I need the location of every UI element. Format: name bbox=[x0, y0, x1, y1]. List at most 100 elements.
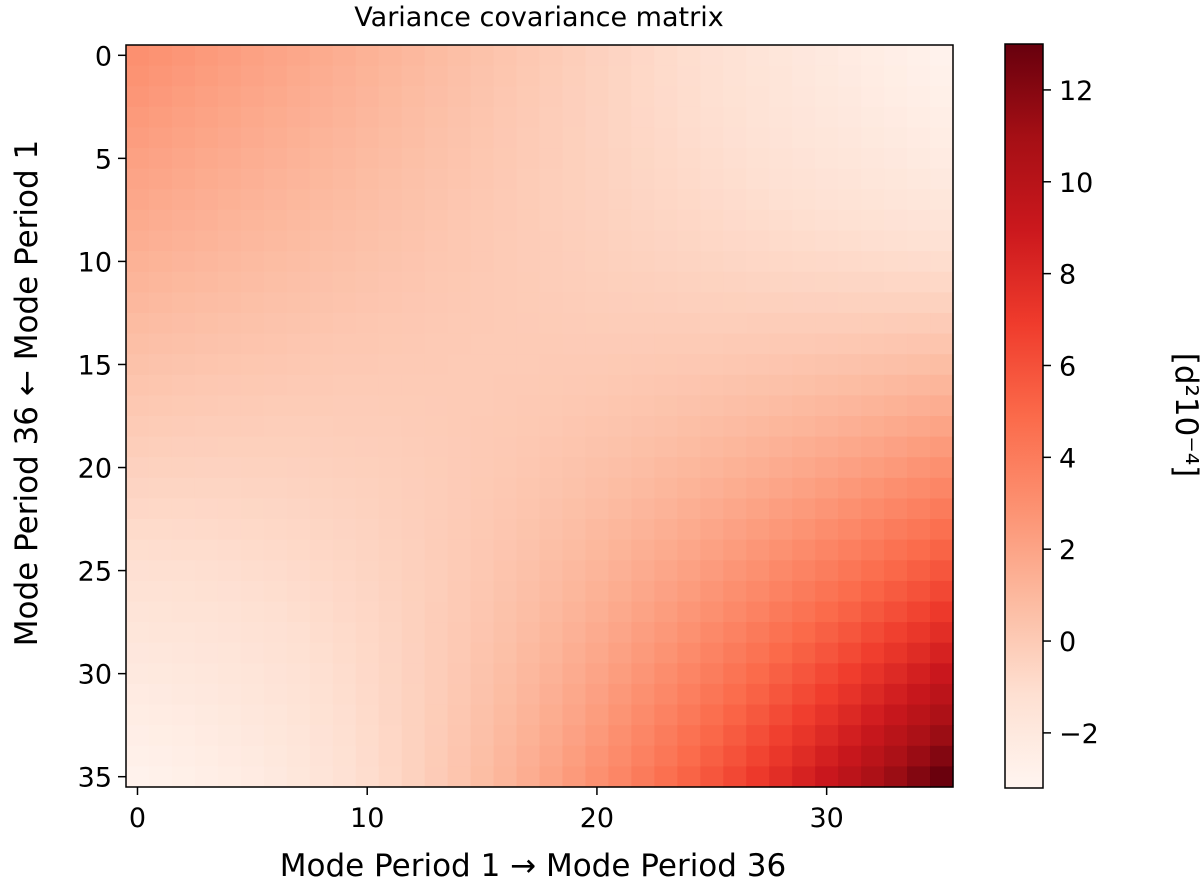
heatmap-cell bbox=[194, 333, 219, 355]
heatmap-cell bbox=[516, 312, 541, 335]
heatmap-cell bbox=[608, 416, 632, 438]
heatmap-cell bbox=[769, 663, 793, 685]
heatmap-cell bbox=[401, 148, 426, 170]
heatmap-cell bbox=[263, 683, 288, 706]
heatmap-cell bbox=[838, 642, 862, 664]
heatmap-cell bbox=[217, 271, 242, 293]
heatmap-cell bbox=[309, 725, 334, 747]
heatmap-cell bbox=[401, 436, 426, 458]
heatmap-cell bbox=[838, 457, 862, 479]
heatmap-cell bbox=[378, 374, 403, 396]
heatmap-cell bbox=[700, 601, 724, 623]
heatmap-cell bbox=[194, 539, 219, 561]
heatmap-cell bbox=[355, 127, 380, 149]
heatmap-cell bbox=[378, 189, 403, 211]
heatmap-cell bbox=[769, 477, 793, 500]
heatmap-cell bbox=[654, 663, 678, 685]
heatmap-cell bbox=[424, 539, 449, 561]
heatmap-cell bbox=[677, 148, 701, 170]
y-tick-label: 0 bbox=[95, 41, 112, 72]
heatmap-cell bbox=[378, 498, 403, 520]
heatmap-cell bbox=[424, 333, 449, 355]
heatmap-cell bbox=[677, 292, 701, 314]
heatmap-cell bbox=[286, 106, 311, 129]
heatmap-cell bbox=[838, 560, 862, 582]
heatmap-cell bbox=[654, 65, 678, 87]
heatmap-cell bbox=[217, 498, 242, 520]
heatmap-cell bbox=[861, 333, 885, 355]
heatmap-cell bbox=[470, 251, 495, 273]
heatmap-cell bbox=[148, 251, 173, 273]
heatmap-cell bbox=[470, 354, 495, 376]
heatmap-cell bbox=[332, 622, 357, 644]
heatmap-cell bbox=[332, 271, 357, 293]
heatmap-cell bbox=[217, 106, 242, 129]
heatmap-cell bbox=[240, 622, 265, 644]
heatmap-cell bbox=[930, 312, 954, 335]
heatmap-cell bbox=[815, 127, 839, 149]
heatmap-cell bbox=[769, 745, 793, 767]
heatmap-cell bbox=[723, 271, 747, 293]
heatmap-cell bbox=[861, 663, 885, 685]
heatmap-cell bbox=[447, 683, 472, 706]
heatmap-cell bbox=[746, 622, 770, 644]
heatmap-cell bbox=[838, 580, 862, 603]
heatmap-cell bbox=[148, 395, 173, 417]
heatmap-cell bbox=[677, 127, 701, 149]
heatmap-cell bbox=[309, 622, 334, 644]
heatmap-cell bbox=[769, 230, 793, 252]
heatmap-cell bbox=[769, 189, 793, 211]
heatmap-cell bbox=[194, 704, 219, 726]
heatmap-cell bbox=[240, 312, 265, 335]
heatmap-cell bbox=[332, 560, 357, 582]
heatmap-cell bbox=[585, 292, 610, 314]
heatmap-cell bbox=[608, 209, 632, 232]
heatmap-cell bbox=[126, 436, 150, 458]
heatmap-cell bbox=[424, 704, 449, 726]
heatmap-cell bbox=[263, 209, 288, 232]
heatmap-cell bbox=[355, 725, 380, 747]
heatmap-cell bbox=[723, 209, 747, 232]
heatmap-cell bbox=[654, 519, 678, 541]
heatmap-cell bbox=[286, 436, 311, 458]
heatmap-cell bbox=[194, 189, 219, 211]
heatmap-cell bbox=[631, 477, 655, 500]
heatmap-cell bbox=[700, 333, 724, 355]
heatmap-cell bbox=[838, 725, 862, 747]
heatmap-cell bbox=[286, 65, 311, 87]
heatmap-cell bbox=[700, 580, 724, 603]
heatmap-cell bbox=[286, 333, 311, 355]
heatmap-cell bbox=[286, 622, 311, 644]
heatmap-cell bbox=[585, 354, 610, 376]
heatmap-cell bbox=[562, 333, 587, 355]
heatmap-cell bbox=[608, 354, 632, 376]
heatmap-cell bbox=[631, 622, 655, 644]
heatmap-cell bbox=[838, 292, 862, 314]
heatmap-cell bbox=[723, 704, 747, 726]
heatmap-cell bbox=[884, 189, 908, 211]
heatmap-cell bbox=[493, 580, 518, 603]
heatmap-cell bbox=[585, 189, 610, 211]
heatmap-cell bbox=[401, 168, 426, 190]
heatmap-cell bbox=[769, 519, 793, 541]
heatmap-cell bbox=[838, 86, 862, 108]
heatmap-cell bbox=[746, 86, 770, 108]
heatmap-cell bbox=[608, 168, 632, 190]
heatmap-cell bbox=[815, 539, 839, 561]
heatmap-cell bbox=[539, 704, 564, 726]
heatmap-cell bbox=[286, 189, 311, 211]
heatmap-cell bbox=[286, 725, 311, 747]
heatmap-cell bbox=[815, 312, 839, 335]
heatmap-cell bbox=[700, 416, 724, 438]
heatmap-cell bbox=[378, 622, 403, 644]
heatmap-cell bbox=[792, 663, 816, 685]
heatmap-cell bbox=[746, 374, 770, 396]
heatmap-cell bbox=[309, 498, 334, 520]
heatmap-cell bbox=[861, 642, 885, 664]
heatmap-cell bbox=[792, 271, 816, 293]
heatmap-cell bbox=[516, 580, 541, 603]
heatmap-cell bbox=[930, 622, 954, 644]
heatmap-cell bbox=[424, 312, 449, 335]
heatmap-cell bbox=[792, 745, 816, 767]
heatmap-cell bbox=[884, 663, 908, 685]
